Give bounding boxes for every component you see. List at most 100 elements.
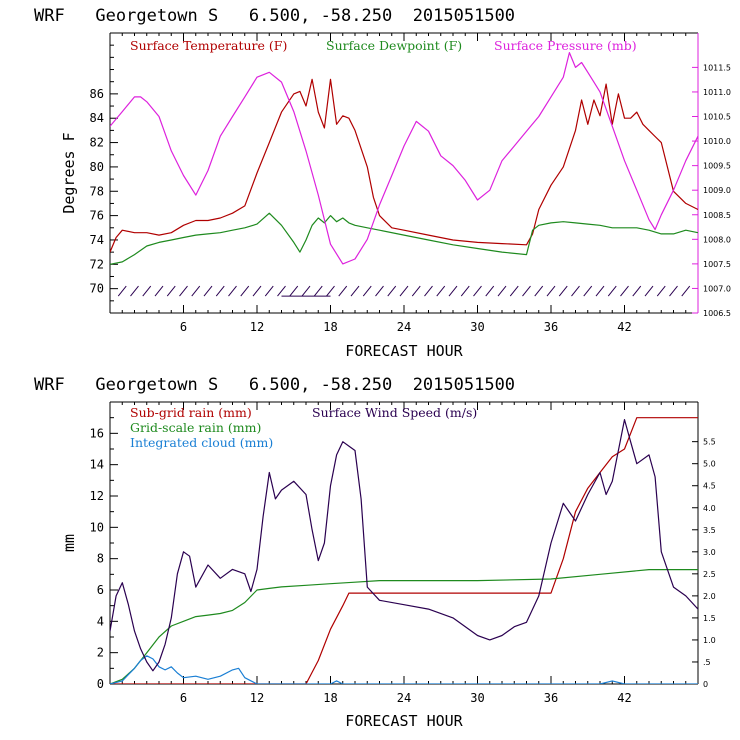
y-tick-label: 10 [90,520,104,534]
y-right-tick-label: 1010.0 [703,137,731,146]
wind-barb [620,285,629,297]
wind-barb [607,285,617,297]
wind-barb [571,285,580,297]
wind-barb [546,285,556,297]
wind-barb [264,285,274,297]
y-right-tick-label: 1007.5 [703,260,731,269]
legend-surface-dewpoint-f: Surface Dewpoint (F) [326,38,462,53]
legend-sub-grid-rain-mm: Sub-grid rain (mm) [130,405,252,420]
x-tick-label: 30 [470,320,484,334]
x-tick-label: 24 [397,691,411,705]
wind-barb [632,285,642,297]
x-axis-label: FORECAST HOUR [345,342,463,360]
y-right-tick-label: 1.5 [703,614,716,623]
y-tick-label: 70 [90,282,104,296]
wind-barb [485,285,495,297]
y-tick-label: 14 [90,458,104,472]
series-line-surface-wind-speed-m-s [110,419,698,672]
wind-barb [534,285,544,297]
y-tick-label: 80 [90,160,104,174]
y-tick-label: 78 [90,184,104,198]
y-right-tick-label: 1.0 [703,636,716,645]
x-axis-label: FORECAST HOUR [345,712,463,730]
wind-barb [436,285,446,297]
y-right-tick-label: 5.5 [703,438,716,447]
wind-barb [448,285,458,297]
wind-barb [656,285,666,297]
y-right-tick-label: 3.0 [703,548,716,557]
wind-barb [473,285,482,297]
wind-barb [669,285,678,297]
wind-barbs [117,285,691,297]
y-tick-label: 0 [97,677,104,691]
y-tick-label: 12 [90,489,104,503]
wind-barb [203,285,213,297]
y-right-tick-label: 1007.0 [703,284,731,293]
y-tick-label: 82 [90,136,104,150]
y-tick-label: 74 [90,233,104,247]
y-tick-label: 72 [90,257,104,271]
wind-barb [595,285,605,297]
legend-surface-wind-speed-m-s: Surface Wind Speed (m/s) [312,405,477,420]
series-line-grid-scale-rain-mm [110,568,698,684]
legend-surface-temperature-f: Surface Temperature (F) [130,38,287,53]
y-right-tick-label: 1011.0 [703,88,731,97]
y-right-tick-label: 4.5 [703,482,716,491]
series-line-surface-pressure-mb [110,51,698,265]
y-tick-label: 8 [97,552,104,566]
y-right-tick-label: 2.5 [703,570,716,579]
y-tick-label: 6 [97,583,104,597]
wind-barb [142,285,152,297]
x-tick-label: 6 [180,320,187,334]
x-tick-label: 30 [470,691,484,705]
legend-grid-scale-rain-mm: Grid-scale rain (mm) [130,420,261,435]
wind-barb [179,285,188,297]
wind-barb [252,285,262,297]
wind-barb [387,285,397,297]
y-tick-label: 4 [97,614,104,628]
wind-barb [215,285,225,297]
wind-barb [411,285,421,297]
y-right-tick-label: 1009.0 [703,186,731,195]
chart-title: WRF Georgetown S 6.500, -58.250 20150515… [34,375,515,395]
temperature-pressure-chart: WRF Georgetown S 6.500, -58.250 20150515… [34,6,731,360]
wind-barb [326,285,335,297]
y-right-tick-label: 2.0 [703,592,716,601]
wind-barb [399,285,409,297]
y-right-tick-label: .5 [703,658,711,667]
wind-barb [522,285,531,297]
wind-barb [509,285,519,297]
wind-barb [166,285,176,297]
x-tick-label: 18 [323,320,337,334]
wind-barb [289,285,299,297]
wind-barb [191,285,201,297]
series-line-surface-temperature-f [110,78,698,253]
wind-barb [644,285,654,297]
y-tick-label: 86 [90,87,104,101]
y-right-tick-label: 1008.5 [703,211,731,220]
wind-barb [460,285,470,297]
y-axis-label: mm [60,534,78,552]
x-tick-label: 36 [544,691,558,705]
y-tick-label: 84 [90,111,104,125]
wind-barb [583,285,593,297]
x-tick-label: 42 [617,691,631,705]
y-right-tick-label: 3.5 [703,526,716,535]
y-axis-label: Degrees F [60,132,78,213]
y-right-tick-label: 1010.5 [703,113,731,122]
wind-barb [301,285,311,297]
wind-barb [558,285,568,297]
wind-barb [681,285,691,297]
y-right-tick-label: 1006.5 [703,309,731,318]
x-tick-label: 24 [397,320,411,334]
y-tick-label: 16 [90,426,104,440]
chart-title: WRF Georgetown S 6.500, -58.250 20150515… [34,6,515,26]
wind-barb [130,285,139,297]
wind-barb [228,285,237,297]
wind-barb [154,285,164,297]
wind-barb [338,285,348,297]
wind-barb [350,285,360,297]
wind-barb [497,285,507,297]
series-line-integrated-cloud-mm [110,655,698,684]
